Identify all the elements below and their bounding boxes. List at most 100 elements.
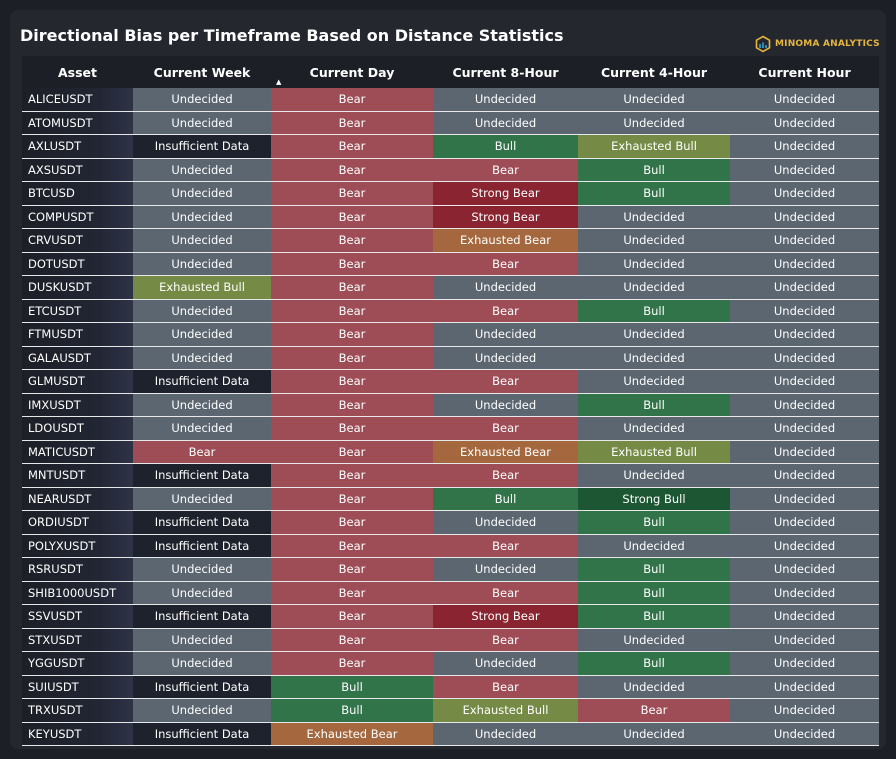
column-header-asset[interactable]: Asset [22,56,133,88]
hour-cell: Undecided [730,581,879,605]
table-row: ETCUSDT Undecided Bear Bear Bull Undecided [22,299,879,323]
day-cell: Bear [271,252,433,276]
day-cell: Bear [271,88,433,112]
4-hour-cell: Undecided [578,275,730,300]
hour-cell: Undecided [730,205,879,229]
week-cell: Undecided [133,252,271,276]
4-hour-cell: Undecided [578,205,730,229]
day-cell: Bull [271,675,433,699]
day-cell: Bear [271,322,433,347]
hour-cell: Undecided [730,628,879,652]
week-cell: Insufficient Data [133,604,271,629]
asset-cell: GLMUSDT [22,369,133,394]
8-hour-cell: Undecided [433,275,578,300]
asset-cell: GALAUSDT [22,346,133,370]
hour-cell: Undecided [730,275,879,300]
day-cell: Bear [271,534,433,558]
day-cell: Bear [271,205,433,229]
week-cell: Undecided [133,557,271,582]
week-cell: Undecided [133,111,271,135]
day-cell: Bear [271,181,433,206]
asset-cell: RSRUSDT [22,557,133,582]
table-row: GLMUSDT Insufficient Data Bear Bear Undecide… [22,369,879,394]
8-hour-cell: Undecided [433,393,578,417]
hour-cell: Undecided [730,252,879,276]
4-hour-cell: Exhausted Bull [578,134,730,159]
week-cell: Undecided [133,651,271,676]
table-row: LDOUSDT Undecided Bear Bear Undecided Undecid… [22,416,879,441]
week-cell: Undecided [133,346,271,370]
asset-cell: BTCUSD [22,181,133,206]
day-cell: Bear [271,299,433,323]
hour-cell: Undecided [730,111,879,135]
week-cell: Insufficient Data [133,463,271,488]
hour-cell: Undecided [730,463,879,488]
column-header-current-day[interactable]: Current Day ▲ [271,56,433,88]
4-hour-cell: Bull [578,393,730,417]
4-hour-cell: Bull [578,181,730,206]
8-hour-cell: Undecided [433,510,578,535]
page-title: Directional Bias per Timeframe Based on … [20,26,564,45]
asset-cell: YGGUSDT [22,651,133,676]
sort-ascending-icon[interactable]: ▲ [276,78,282,86]
day-cell: Bear [271,369,433,394]
week-cell: Undecided [133,581,271,605]
asset-cell: ORDIUSDT [22,510,133,535]
day-cell: Bull [271,698,433,723]
column-header-current-week[interactable]: Current Week [133,56,271,88]
8-hour-cell: Bear [433,158,578,182]
4-hour-cell: Undecided [578,534,730,558]
8-hour-cell: Exhausted Bear [433,440,578,464]
table-row: AXSUSDT Undecided Bear Bear Bull Undecided [22,158,879,182]
day-cell: Bear [271,228,433,253]
8-hour-cell: Undecided [433,651,578,676]
hour-cell: Undecided [730,228,879,253]
4-hour-cell: Undecided [578,463,730,488]
column-header-current-hour[interactable]: Current Hour [730,56,879,88]
hour-cell: Undecided [730,510,879,535]
4-hour-cell: Bull [578,581,730,605]
asset-cell: DOTUSDT [22,252,133,276]
column-header-current-8-hour[interactable]: Current 8-Hour [433,56,578,88]
hour-cell: Undecided [730,440,879,464]
table-row: KEYUSDT Insufficient Data Exhausted Bear Un… [22,722,879,746]
column-header-current-4-hour[interactable]: Current 4-Hour [578,56,730,88]
table-body: ALICEUSDT Undecided Bear Undecided Undecided… [22,88,879,746]
hour-cell: Undecided [730,369,879,394]
table-row: FTMUSDT Undecided Bear Undecided Undecided Un… [22,322,879,347]
day-cell: Bear [271,275,433,300]
week-cell: Exhausted Bull [133,275,271,300]
table-row: MNTUSDT Insufficient Data Bear Bear Undecide… [22,463,879,488]
hour-cell: Undecided [730,181,879,206]
4-hour-cell: Bull [578,651,730,676]
table-row: AXLUSDT Insufficient Data Bear Bull Exhauste… [22,134,879,159]
8-hour-cell: Undecided [433,557,578,582]
table-row: COMPUSDT Undecided Bear Strong Bear Undecide… [22,205,879,229]
day-cell: Bear [271,416,433,441]
4-hour-cell: Undecided [578,722,730,746]
week-cell: Undecided [133,181,271,206]
hour-cell: Undecided [730,346,879,370]
bias-table: Asset Current Week Current Day ▲ Current… [22,56,879,746]
8-hour-cell: Undecided [433,722,578,746]
day-cell: Bear [271,158,433,182]
week-cell: Undecided [133,205,271,229]
table-row: ALICEUSDT Undecided Bear Undecided Undecided… [22,88,879,112]
hour-cell: Undecided [730,416,879,441]
4-hour-cell: Undecided [578,252,730,276]
hour-cell: Undecided [730,322,879,347]
table-header-row: Asset Current Week Current Day ▲ Current… [22,56,879,88]
asset-cell: SHIB1000USDT [22,581,133,605]
table-row: STXUSDT Undecided Bear Bear Undecided Undecid… [22,628,879,652]
hour-cell: Undecided [730,134,879,159]
day-cell: Bear [271,651,433,676]
table-row: DOTUSDT Undecided Bear Bear Undecided Undecid… [22,252,879,276]
4-hour-cell: Undecided [578,416,730,441]
4-hour-cell: Undecided [578,675,730,699]
4-hour-cell: Undecided [578,369,730,394]
week-cell: Insufficient Data [133,369,271,394]
asset-cell: FTMUSDT [22,322,133,347]
4-hour-cell: Bear [578,698,730,723]
table-row: POLYXUSDT Insufficient Data Bear Bear Undeci… [22,534,879,558]
table-row: RSRUSDT Undecided Bear Undecided Bull Undecid… [22,557,879,582]
